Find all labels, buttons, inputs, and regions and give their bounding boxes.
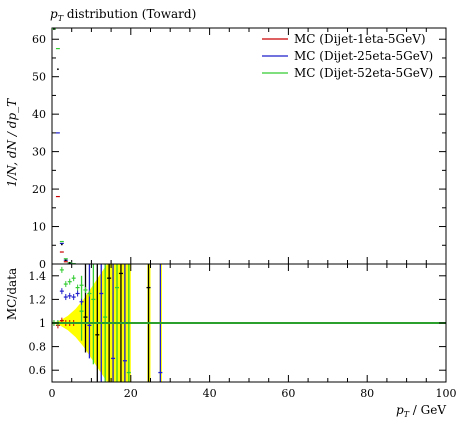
main-y-tick-label: 50 <box>32 71 46 84</box>
main-y-ticks: 0 10 20 30 40 50 60 <box>32 33 446 271</box>
x-tick-label: 60 <box>281 387 295 400</box>
legend-label: MC (Dijet-1eta-5GeV) <box>294 32 426 46</box>
ratio-y-tick-label: 0.6 <box>29 364 47 377</box>
main-y-tick-label: 0 <box>39 258 46 271</box>
main-y-tick-label: 30 <box>32 146 46 159</box>
main-data-point <box>57 68 59 71</box>
main-points <box>52 28 76 265</box>
main-y-tick-label: 40 <box>32 108 46 121</box>
ratio-plot: 0.6 0.8 1 1.2 1.4 0 20 40 60 80 100 MC/data pT / … <box>5 263 457 419</box>
x-tick-label: 20 <box>124 387 138 400</box>
ratio-y-ticks: 0.6 0.8 1 1.2 1.4 <box>29 270 446 377</box>
ratio-y-tick-label: 1.2 <box>29 293 47 306</box>
main-y-tick-label: 20 <box>32 183 46 196</box>
ratio-y-tick-label: 1.4 <box>29 270 47 283</box>
ratio-y-tick-label: 1 <box>39 317 46 330</box>
main-x-ticks <box>51 28 447 264</box>
main-y-axis-label: 1/N, dN / dp_T <box>5 98 19 187</box>
main-plot-frame <box>51 27 447 265</box>
legend-label: MC (Dijet-52eta-5GeV) <box>294 66 433 80</box>
x-tick-label: 40 <box>203 387 217 400</box>
main-y-tick-label: 60 <box>32 33 46 46</box>
x-tick-label: 80 <box>360 387 374 400</box>
main-data-point <box>53 28 55 30</box>
x-tick-label: 0 <box>49 387 56 400</box>
legend: MC (Dijet-1eta-5GeV) MC (Dijet-25eta-5GeV… <box>262 32 433 80</box>
x-tick-label: 100 <box>436 387 457 400</box>
main-y-tick-label: 10 <box>32 221 46 234</box>
legend-label: MC (Dijet-25eta-5GeV) <box>294 49 433 63</box>
main-data-point <box>64 259 67 262</box>
main-data-point <box>60 243 63 246</box>
ratio-y-tick-label: 0.8 <box>29 341 47 354</box>
ratio-y-axis-label: MC/data <box>5 268 19 320</box>
ratio-x-ticks: 0 20 40 60 80 100 <box>49 264 457 400</box>
main-plot: 0 10 20 30 40 50 60 1/N, dN / dp_T <box>5 27 447 271</box>
x-axis-label: pT / GeV <box>396 403 446 419</box>
main-data-point <box>68 261 71 264</box>
chart-title: pT distribution (Toward) <box>50 7 196 23</box>
